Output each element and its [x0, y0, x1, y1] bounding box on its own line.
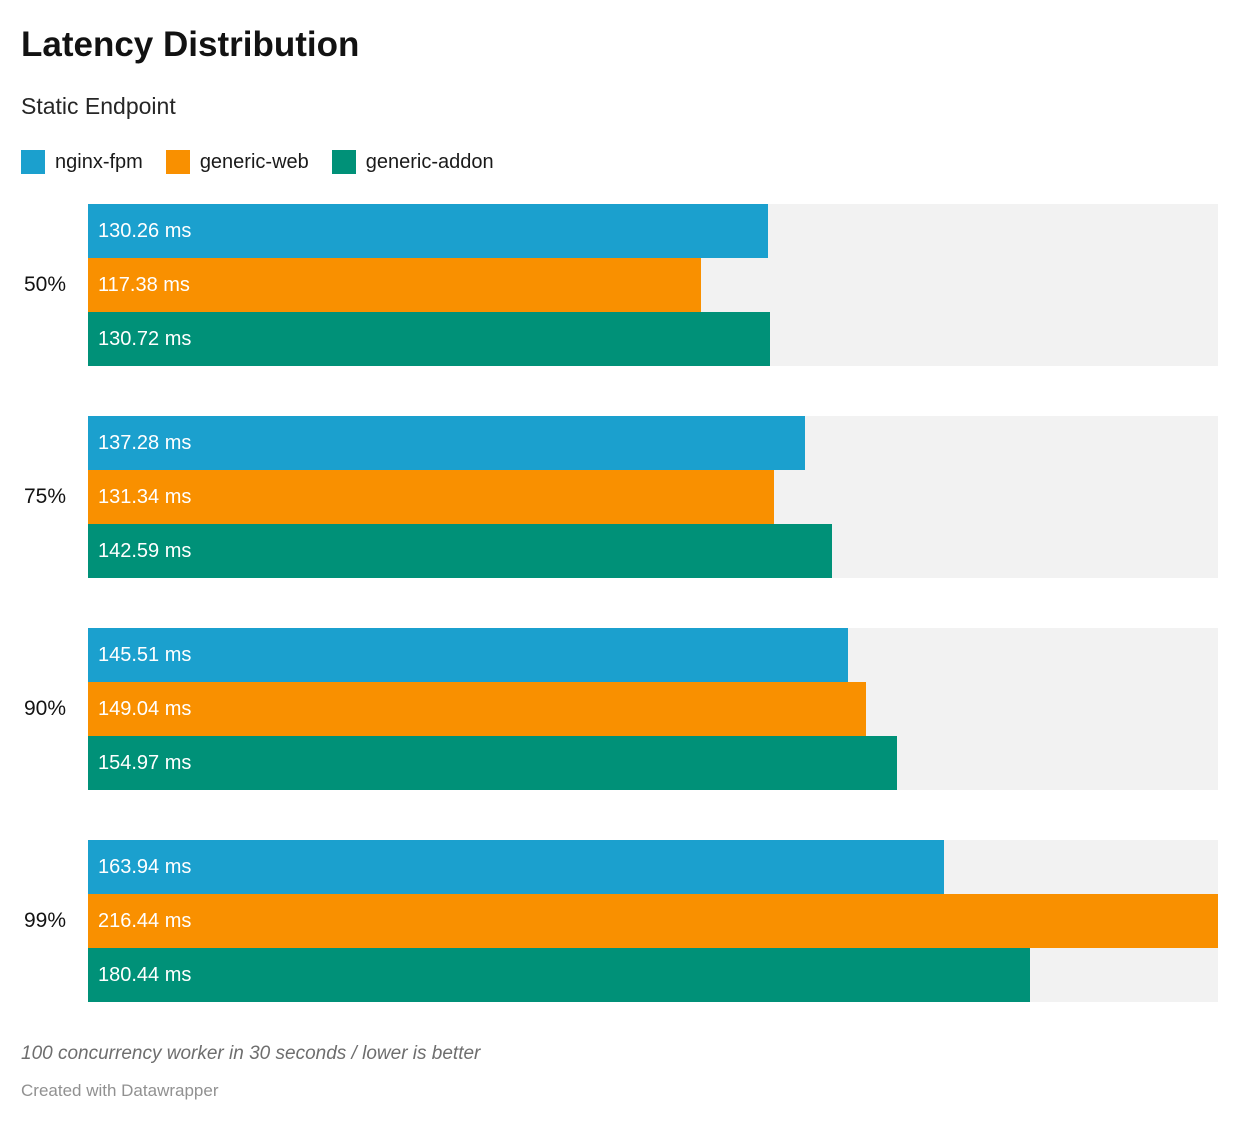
category-label: 90%: [23, 697, 66, 720]
legend: nginx-fpm generic-web generic-addon: [21, 150, 1218, 174]
chart-title: Latency Distribution: [21, 25, 360, 64]
value-label: 117.38 ms: [98, 273, 190, 296]
bar-track: 149.04 ms: [88, 682, 1218, 736]
bar-track: 130.72 ms: [88, 312, 1218, 366]
bar-track: 216.44 ms: [88, 894, 1218, 948]
bar-generic-addon: 130.72 ms: [88, 312, 771, 366]
value-label: 130.72 ms: [98, 327, 192, 350]
bar-nginx-fpm: 130.26 ms: [88, 204, 769, 258]
legend-label-generic-addon: generic-addon: [365, 150, 494, 173]
bar-group-99pct: 99% 163.94 ms 216.44 ms 180.44 ms: [21, 840, 1218, 1002]
bar-generic-web: 117.38 ms: [88, 258, 701, 312]
bar-group-75pct: 75% 137.28 ms 131.34 ms 142.59 ms: [21, 416, 1218, 578]
bar-group-50pct: 50% 130.26 ms 117.38 ms 130.72 ms: [21, 204, 1218, 366]
value-label: 154.97 ms: [98, 751, 192, 774]
bar-generic-addon: 154.97 ms: [88, 736, 898, 790]
bar-track: 163.94 ms: [88, 840, 1218, 894]
bar-group-90pct: 90% 145.51 ms 149.04 ms 154.97 ms: [21, 628, 1218, 790]
legend-label-nginx-fpm: nginx-fpm: [55, 150, 143, 173]
legend-label-generic-web: generic-web: [199, 150, 309, 173]
legend-item-nginx-fpm: nginx-fpm: [21, 150, 143, 174]
value-label: 142.59 ms: [98, 539, 192, 562]
value-label: 149.04 ms: [98, 697, 192, 720]
legend-item-generic-addon: generic-addon: [331, 150, 494, 174]
bar-nginx-fpm: 145.51 ms: [88, 628, 848, 682]
chart-footnote: 100 concurrency worker in 30 seconds / l…: [21, 1043, 481, 1064]
bar-track: 145.51 ms: [88, 628, 1218, 682]
bar-rows: 130.26 ms 117.38 ms 130.72 ms: [88, 204, 1218, 366]
bar-track: 142.59 ms: [88, 524, 1218, 578]
bar-rows: 145.51 ms 149.04 ms 154.97 ms: [88, 628, 1218, 790]
bar-generic-web: 131.34 ms: [88, 470, 774, 524]
bar-track: 137.28 ms: [88, 416, 1218, 470]
chart-subtitle: Static Endpoint: [21, 93, 176, 119]
legend-swatch-generic-addon: [331, 150, 356, 174]
bar-track: 154.97 ms: [88, 736, 1218, 790]
value-label: 163.94 ms: [98, 855, 192, 878]
bar-nginx-fpm: 163.94 ms: [88, 840, 944, 894]
datawrapper-attribution-link[interactable]: Created with Datawrapper: [21, 1081, 219, 1100]
category-label: 75%: [23, 485, 66, 508]
value-label: 180.44 ms: [98, 963, 192, 986]
legend-swatch-nginx-fpm: [21, 150, 45, 174]
category-label: 50%: [23, 273, 66, 296]
bar-track: 131.34 ms: [88, 470, 1218, 524]
value-label: 130.26 ms: [98, 219, 192, 242]
bar-track: 130.26 ms: [88, 204, 1218, 258]
value-label: 216.44 ms: [98, 909, 192, 932]
value-label: 131.34 ms: [98, 485, 192, 508]
bar-rows: 137.28 ms 131.34 ms 142.59 ms: [88, 416, 1218, 578]
value-label: 137.28 ms: [98, 431, 192, 454]
bar-generic-web: 216.44 ms: [88, 894, 1218, 948]
bar-generic-addon: 180.44 ms: [88, 948, 1031, 1002]
category-label: 99%: [23, 909, 66, 932]
bar-nginx-fpm: 137.28 ms: [88, 416, 805, 470]
bar-generic-addon: 142.59 ms: [88, 524, 833, 578]
bar-track: 180.44 ms: [88, 948, 1218, 1002]
value-label: 145.51 ms: [98, 643, 192, 666]
legend-swatch-generic-web: [165, 150, 190, 174]
bar-track: 117.38 ms: [88, 258, 1218, 312]
bar-rows: 163.94 ms 216.44 ms 180.44 ms: [88, 840, 1218, 1002]
legend-item-generic-web: generic-web: [165, 150, 309, 174]
bar-generic-web: 149.04 ms: [88, 682, 867, 736]
grouped-bar-chart: 50% 130.26 ms 117.38 ms 130.72 ms 75% 137.28 …: [21, 204, 1218, 1002]
